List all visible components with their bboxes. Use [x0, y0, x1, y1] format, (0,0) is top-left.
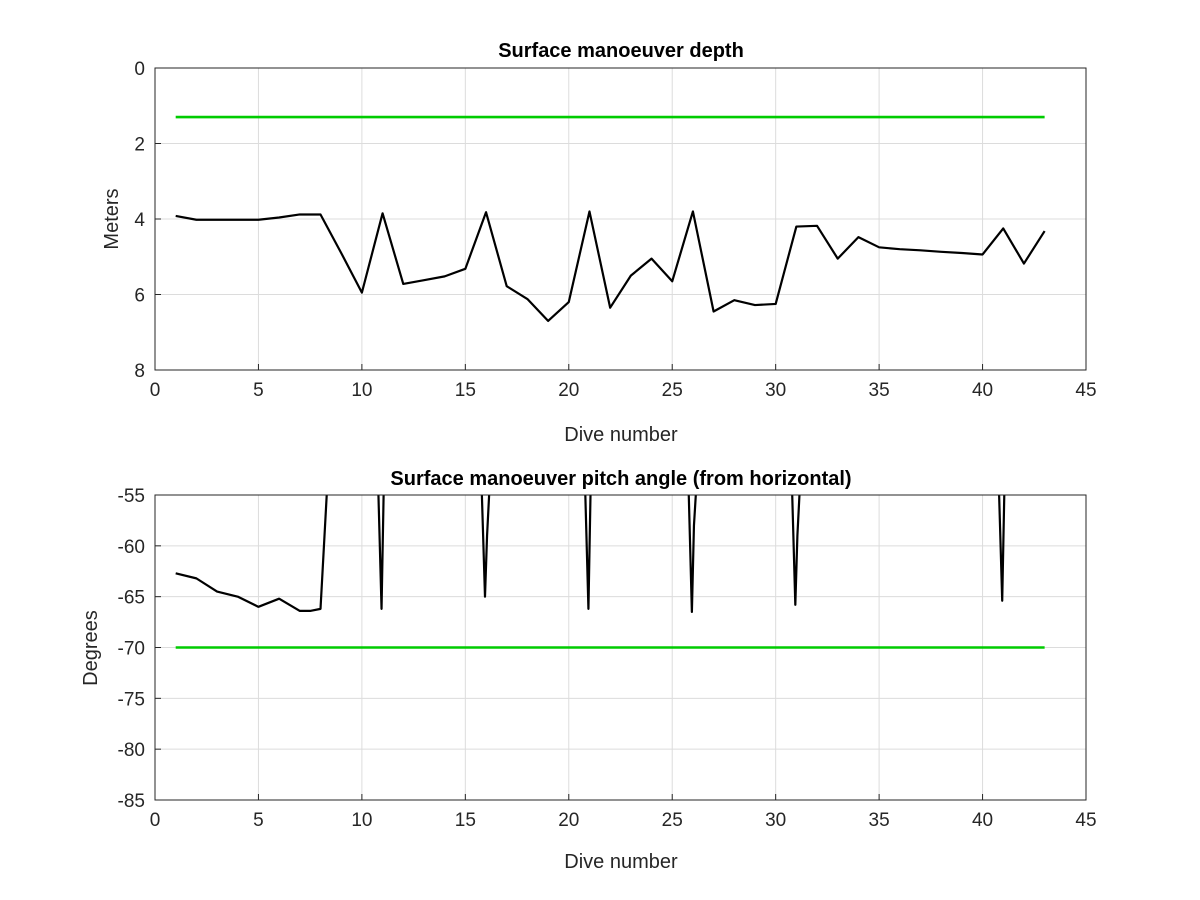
depth-measured-line — [175, 210, 1046, 323]
pitch-x-tick-label: 20 — [558, 810, 579, 831]
pitch-y-tick-label: -65 — [118, 588, 145, 609]
pitch-chart-title: Surface manoeuver pitch angle (from hori… — [390, 468, 851, 490]
depth-x-tick-label: 15 — [455, 380, 476, 401]
pitch-chart: Surface manoeuver pitch angle (from hori… — [80, 468, 1097, 873]
depth-y-tick-label: 0 — [134, 59, 145, 80]
pitch-x-tick-label: 45 — [1075, 810, 1096, 831]
pitch-measured-line — [175, 495, 1006, 614]
depth-x-tick-label: 0 — [150, 380, 161, 401]
pitch-x-tick-label: 40 — [972, 810, 993, 831]
pitch-x-tick-label: 25 — [662, 810, 683, 831]
depth-x-tick-label: 35 — [869, 380, 890, 401]
pitch-x-tick-label: 35 — [869, 810, 890, 831]
depth-x-axis-label: Dive number — [564, 424, 678, 446]
depth-x-tick-label: 40 — [972, 380, 993, 401]
pitch-x-tick-label: 0 — [150, 810, 161, 831]
pitch-x-tick-label: 10 — [351, 810, 372, 831]
pitch-y-tick-label: -80 — [118, 740, 145, 761]
pitch-y-tick-label: -70 — [118, 639, 145, 660]
pitch-y-tick-label: -60 — [118, 537, 145, 558]
depth-x-tick-label: 30 — [765, 380, 786, 401]
depth-y-tick-label: 2 — [134, 135, 145, 156]
pitch-y-tick-label: -75 — [118, 689, 145, 710]
pitch-series — [175, 495, 1045, 649]
pitch-y-tick-label: -55 — [118, 486, 145, 507]
depth-y-tick-label: 6 — [134, 286, 145, 307]
depth-y-tick-label: 4 — [134, 210, 145, 231]
depth-y-axis-label: Meters — [101, 188, 123, 249]
pitch-y-tick-label: -85 — [118, 791, 145, 812]
depth-x-tick-label: 25 — [662, 380, 683, 401]
depth-x-tick-label: 20 — [558, 380, 579, 401]
pitch-y-axis-label: Degrees — [80, 610, 102, 686]
pitch-x-tick-label: 5 — [253, 810, 264, 831]
pitch-x-tick-label: 30 — [765, 810, 786, 831]
depth-chart: Surface manoeuver depth 0 5 10 15 20 25 30 35 40… — [101, 40, 1097, 446]
depth-grid — [154, 67, 1087, 371]
pitch-ticks: 0 5 10 15 20 25 30 35 40 45 -55 -60 -65 -70 -75 -80 -85 — [118, 486, 1097, 831]
pitch-x-tick-label: 15 — [455, 810, 476, 831]
depth-chart-title: Surface manoeuver depth — [498, 40, 744, 62]
depth-x-tick-label: 5 — [253, 380, 264, 401]
depth-x-tick-label: 45 — [1075, 380, 1096, 401]
depth-y-tick-label: 8 — [134, 361, 145, 382]
depth-series — [175, 115, 1046, 323]
pitch-x-axis-label: Dive number — [564, 851, 678, 873]
depth-x-tick-label: 10 — [351, 380, 372, 401]
depth-ticks: 0 5 10 15 20 25 30 35 40 45 0 2 4 6 8 — [134, 59, 1096, 401]
